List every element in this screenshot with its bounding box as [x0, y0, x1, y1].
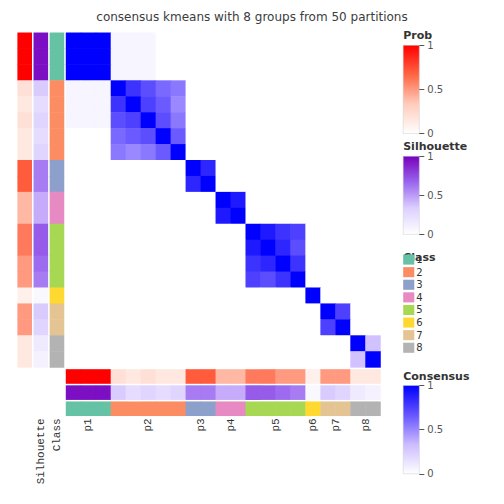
- svg-text:1: 1: [427, 40, 433, 51]
- svg-text:0: 0: [427, 229, 433, 240]
- svg-text:0: 0: [427, 128, 433, 139]
- svg-text:8: 8: [416, 342, 422, 353]
- svg-text:p4: p4: [225, 418, 237, 432]
- svg-text:p2: p2: [142, 418, 154, 431]
- svg-text:4: 4: [416, 292, 422, 303]
- svg-text:p5: p5: [270, 418, 282, 431]
- svg-text:2: 2: [416, 267, 422, 278]
- svg-text:0.5: 0.5: [427, 190, 443, 201]
- svg-text:Consensus: Consensus: [403, 370, 470, 383]
- svg-text:p7: p7: [330, 418, 342, 431]
- svg-text:0.5: 0.5: [427, 424, 443, 435]
- svg-text:1: 1: [427, 151, 433, 162]
- svg-text:consensus kmeans with 8 groups: consensus kmeans with 8 groups from 50 p…: [96, 10, 407, 24]
- svg-text:3: 3: [416, 279, 422, 290]
- svg-text:5: 5: [416, 304, 422, 315]
- svg-text:0: 0: [427, 468, 433, 479]
- svg-text:p1: p1: [82, 418, 94, 432]
- svg-text:6: 6: [416, 317, 422, 328]
- svg-text:Silhouette: Silhouette: [35, 418, 47, 484]
- svg-text:Prob: Prob: [403, 29, 433, 43]
- svg-text:1: 1: [416, 254, 422, 265]
- svg-text:p6: p6: [307, 418, 319, 431]
- svg-text:Silhouette: Silhouette: [403, 140, 467, 153]
- svg-text:p8: p8: [360, 418, 372, 431]
- svg-text:p3: p3: [195, 418, 207, 431]
- svg-text:Class: Class: [51, 418, 63, 451]
- svg-text:1: 1: [427, 380, 433, 391]
- svg-text:Class: Class: [403, 251, 436, 264]
- svg-text:7: 7: [416, 330, 422, 341]
- svg-text:0.5: 0.5: [427, 84, 443, 95]
